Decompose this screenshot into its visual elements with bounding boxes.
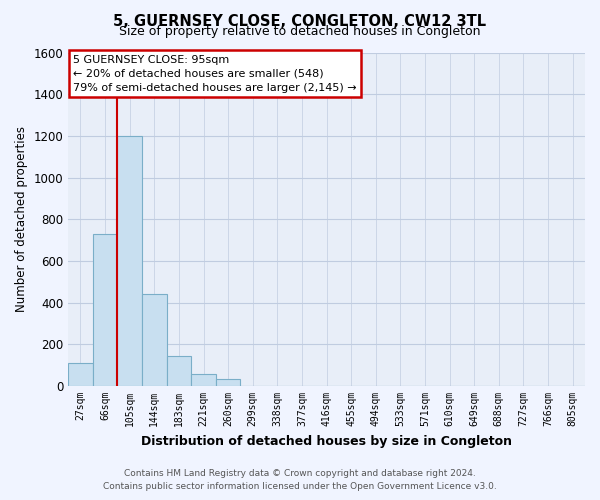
Text: Size of property relative to detached houses in Congleton: Size of property relative to detached ho… bbox=[119, 25, 481, 38]
X-axis label: Distribution of detached houses by size in Congleton: Distribution of detached houses by size … bbox=[141, 434, 512, 448]
Bar bbox=[142, 294, 167, 386]
Bar bbox=[118, 136, 142, 386]
Bar bbox=[167, 356, 191, 386]
Bar bbox=[68, 363, 93, 386]
Text: 5 GUERNSEY CLOSE: 95sqm
← 20% of detached houses are smaller (548)
79% of semi-d: 5 GUERNSEY CLOSE: 95sqm ← 20% of detache… bbox=[73, 54, 357, 92]
Text: Contains HM Land Registry data © Crown copyright and database right 2024.
Contai: Contains HM Land Registry data © Crown c… bbox=[103, 470, 497, 491]
Bar bbox=[216, 379, 241, 386]
Bar bbox=[191, 374, 216, 386]
Bar bbox=[93, 234, 118, 386]
Text: 5, GUERNSEY CLOSE, CONGLETON, CW12 3TL: 5, GUERNSEY CLOSE, CONGLETON, CW12 3TL bbox=[113, 14, 487, 29]
Y-axis label: Number of detached properties: Number of detached properties bbox=[15, 126, 28, 312]
